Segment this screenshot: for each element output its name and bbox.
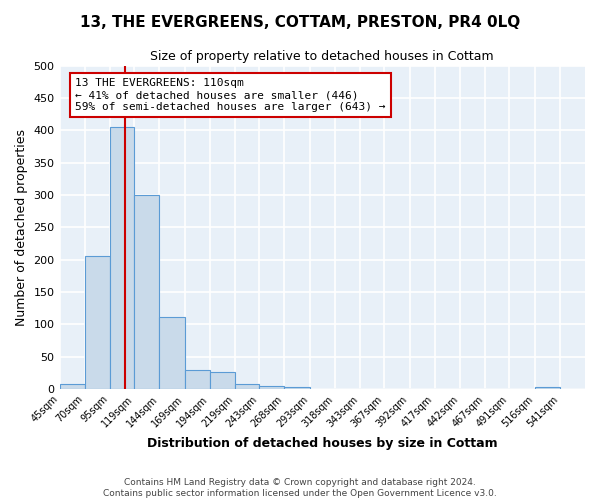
- Bar: [235, 384, 259, 389]
- Title: Size of property relative to detached houses in Cottam: Size of property relative to detached ho…: [151, 50, 494, 63]
- X-axis label: Distribution of detached houses by size in Cottam: Distribution of detached houses by size …: [147, 437, 497, 450]
- Bar: [59, 384, 85, 389]
- Text: 13, THE EVERGREENS, COTTAM, PRESTON, PR4 0LQ: 13, THE EVERGREENS, COTTAM, PRESTON, PR4…: [80, 15, 520, 30]
- Text: Contains HM Land Registry data © Crown copyright and database right 2024.
Contai: Contains HM Land Registry data © Crown c…: [103, 478, 497, 498]
- Text: 13 THE EVERGREENS: 110sqm
← 41% of detached houses are smaller (446)
59% of semi: 13 THE EVERGREENS: 110sqm ← 41% of detac…: [76, 78, 386, 112]
- Bar: [284, 387, 310, 389]
- Bar: [160, 316, 185, 389]
- Bar: [110, 127, 134, 389]
- Bar: [134, 195, 160, 389]
- Bar: [85, 256, 110, 389]
- Bar: [185, 370, 210, 389]
- Y-axis label: Number of detached properties: Number of detached properties: [15, 129, 28, 326]
- Bar: [535, 387, 560, 389]
- Bar: [259, 386, 284, 389]
- Bar: [210, 372, 235, 389]
